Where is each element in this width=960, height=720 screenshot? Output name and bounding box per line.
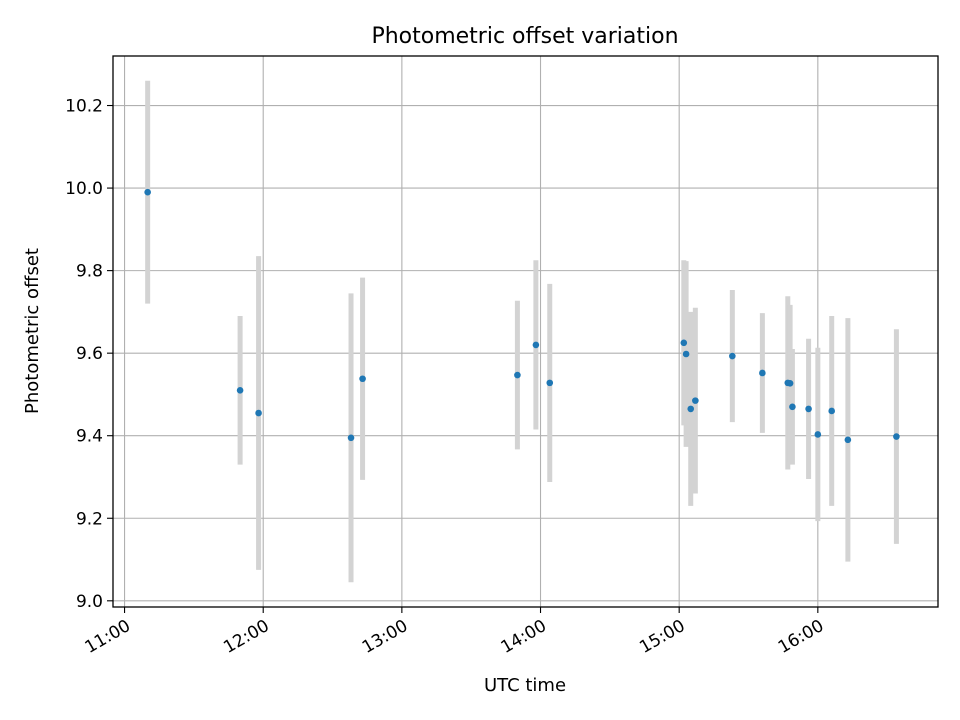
x-axis-label: UTC time	[484, 675, 566, 696]
data-point	[687, 405, 695, 413]
x-tick-label: 12:00	[220, 616, 272, 658]
plot-frame	[112, 55, 939, 608]
data-point	[255, 409, 262, 417]
x-tick-label: 16:00	[775, 616, 827, 658]
chart-title: Photometric offset variation	[371, 24, 678, 49]
data-point	[682, 350, 690, 358]
grid	[113, 56, 938, 607]
data-point	[546, 379, 554, 387]
data-point	[814, 431, 822, 438]
y-axis-label: Photometric offset	[22, 248, 43, 414]
x-tick-label: 14:00	[498, 616, 550, 658]
x-tick-label: 11:00	[82, 616, 134, 658]
y-tick-label: 9.4	[76, 427, 103, 447]
x-tick-label: 13:00	[359, 616, 411, 658]
error-bars	[145, 80, 899, 583]
x-tick-label: 15:00	[636, 616, 688, 658]
data-point	[692, 397, 699, 404]
data-points	[144, 188, 900, 444]
y-tick-label: 9.0	[76, 592, 103, 612]
y-tick-label: 9.6	[76, 344, 103, 364]
data-point	[786, 379, 794, 387]
y-tick-label: 9.2	[76, 509, 103, 529]
data-point	[729, 352, 736, 360]
y-tick-label: 9.8	[76, 262, 103, 282]
data-point	[893, 433, 900, 440]
x-axis-ticks: 11:00 12:00 13:00 14:00 15:00 16:00	[82, 607, 827, 658]
data-point	[236, 387, 244, 394]
data-point	[805, 405, 812, 413]
y-tick-label: 10.0	[65, 179, 103, 199]
data-point	[828, 407, 835, 415]
data-point	[532, 341, 540, 349]
data-point	[347, 434, 355, 442]
data-point	[359, 375, 366, 383]
data-point	[680, 339, 688, 347]
data-point	[514, 371, 521, 379]
y-axis-ticks: 9.0 9.2 9.4 9.6 9.8 10.0 10.2	[65, 97, 113, 612]
data-point	[144, 188, 151, 196]
y-tick-label: 10.2	[65, 97, 103, 117]
data-point	[789, 403, 796, 411]
data-point	[844, 436, 852, 444]
data-point	[759, 369, 766, 377]
